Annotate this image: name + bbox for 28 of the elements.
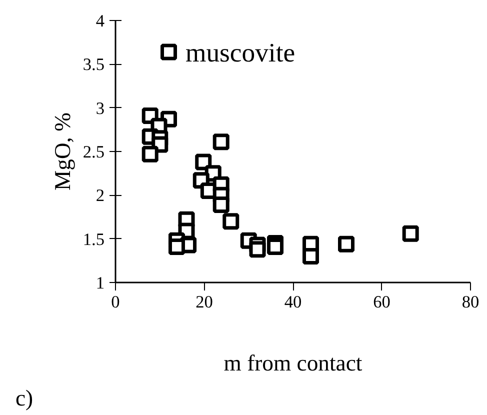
x-tick-label: 80 bbox=[462, 292, 480, 312]
y-axis-title: MgO, % bbox=[50, 112, 75, 191]
point bbox=[249, 241, 266, 258]
y-tick-label: 3.5 bbox=[82, 55, 105, 74]
point bbox=[168, 238, 185, 255]
point bbox=[338, 236, 354, 252]
x-tick-label: 60 bbox=[373, 292, 390, 312]
x-tick-label: 20 bbox=[196, 292, 213, 312]
x-tick-label: 0 bbox=[111, 292, 120, 312]
point bbox=[160, 44, 177, 60]
point bbox=[195, 154, 212, 170]
y-tick-label: 2.5 bbox=[82, 142, 105, 162]
point bbox=[267, 238, 284, 255]
annotation: muscovite bbox=[186, 38, 296, 68]
point bbox=[212, 196, 230, 214]
y-tick-label: 1 bbox=[96, 274, 105, 292]
point bbox=[212, 134, 230, 150]
point bbox=[222, 213, 240, 230]
text: c) bbox=[16, 386, 34, 410]
point bbox=[142, 146, 158, 162]
x-axis-title: m from contact bbox=[224, 350, 363, 376]
y-tick-label: 1.5 bbox=[82, 230, 105, 249]
x-tick-label: 40 bbox=[284, 292, 302, 312]
point bbox=[402, 225, 419, 242]
y-tick-label: 3 bbox=[96, 98, 105, 118]
point bbox=[302, 248, 319, 265]
y-tick-label: 4 bbox=[96, 12, 105, 30]
y-tick-label: 2 bbox=[96, 186, 105, 206]
